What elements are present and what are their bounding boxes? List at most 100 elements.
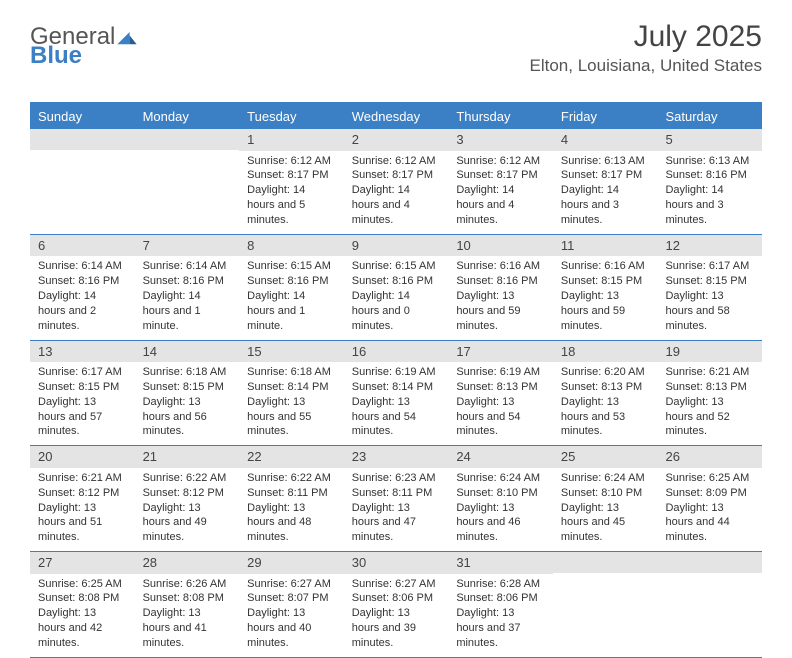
empty-day-cell [553, 552, 658, 657]
empty-day-number [657, 552, 762, 573]
week-row: 13Sunrise: 6:17 AMSunset: 8:15 PMDayligh… [30, 341, 762, 447]
dow-tuesday: Tuesday [239, 104, 344, 129]
sunset-text: Sunset: 8:15 PM [143, 380, 232, 395]
day-number: 9 [344, 235, 449, 257]
sunset-text: Sunset: 8:16 PM [665, 168, 754, 183]
day-body: Sunrise: 6:19 AMSunset: 8:13 PMDaylight:… [448, 362, 553, 445]
daylight-text: Daylight: 13 hours and 55 minutes. [247, 395, 336, 440]
sunset-text: Sunset: 8:10 PM [561, 486, 650, 501]
day-cell: 23Sunrise: 6:23 AMSunset: 8:11 PMDayligh… [344, 446, 449, 551]
day-cell: 9Sunrise: 6:15 AMSunset: 8:16 PMDaylight… [344, 235, 449, 340]
day-number: 4 [553, 129, 658, 151]
weeks-container: 1Sunrise: 6:12 AMSunset: 8:17 PMDaylight… [30, 129, 762, 658]
sunrise-text: Sunrise: 6:15 AM [247, 259, 336, 274]
sunset-text: Sunset: 8:16 PM [352, 274, 441, 289]
day-body: Sunrise: 6:14 AMSunset: 8:16 PMDaylight:… [135, 256, 240, 339]
sunset-text: Sunset: 8:15 PM [665, 274, 754, 289]
day-cell: 15Sunrise: 6:18 AMSunset: 8:14 PMDayligh… [239, 341, 344, 446]
sunrise-text: Sunrise: 6:26 AM [143, 577, 232, 592]
sunset-text: Sunset: 8:09 PM [665, 486, 754, 501]
sunrise-text: Sunrise: 6:20 AM [561, 365, 650, 380]
daylight-text: Daylight: 13 hours and 49 minutes. [143, 501, 232, 546]
daylight-text: Daylight: 13 hours and 41 minutes. [143, 606, 232, 651]
day-cell: 31Sunrise: 6:28 AMSunset: 8:06 PMDayligh… [448, 552, 553, 657]
empty-day-cell [30, 129, 135, 234]
day-number: 22 [239, 446, 344, 468]
day-cell: 6Sunrise: 6:14 AMSunset: 8:16 PMDaylight… [30, 235, 135, 340]
day-cell: 12Sunrise: 6:17 AMSunset: 8:15 PMDayligh… [657, 235, 762, 340]
day-body: Sunrise: 6:15 AMSunset: 8:16 PMDaylight:… [239, 256, 344, 339]
day-body: Sunrise: 6:16 AMSunset: 8:15 PMDaylight:… [553, 256, 658, 339]
day-of-week-header: Sunday Monday Tuesday Wednesday Thursday… [30, 104, 762, 129]
calendar: Sunday Monday Tuesday Wednesday Thursday… [30, 102, 762, 658]
sunrise-text: Sunrise: 6:14 AM [143, 259, 232, 274]
day-number: 26 [657, 446, 762, 468]
daylight-text: Daylight: 13 hours and 56 minutes. [143, 395, 232, 440]
day-cell: 25Sunrise: 6:24 AMSunset: 8:10 PMDayligh… [553, 446, 658, 551]
day-cell: 14Sunrise: 6:18 AMSunset: 8:15 PMDayligh… [135, 341, 240, 446]
day-cell: 16Sunrise: 6:19 AMSunset: 8:14 PMDayligh… [344, 341, 449, 446]
sunrise-text: Sunrise: 6:23 AM [352, 471, 441, 486]
week-row: 20 Sunrise: 6:21 AM Sunset: 8:12 PMDayligh… [30, 446, 762, 552]
day-cell: 10Sunrise: 6:16 AMSunset: 8:16 PMDayligh… [448, 235, 553, 340]
daylight-text: Daylight: 14 hours and 0 minutes. [352, 289, 441, 334]
dow-sunday: Sunday [30, 104, 135, 129]
day-number: 19 [657, 341, 762, 363]
sunset-text: Sunset: 8:13 PM [561, 380, 650, 395]
day-number: 20 [30, 446, 135, 468]
empty-day-cell [657, 552, 762, 657]
sunset-text: Sunset: 8:11 PM [352, 486, 441, 501]
day-body: Sunrise: 6:13 AMSunset: 8:16 PMDaylight:… [657, 151, 762, 234]
day-body: Sunrise: 6:25 AMSunset: 8:08 PMDaylight:… [30, 574, 135, 657]
sunset-text: Sunset: 8:16 PM [143, 274, 232, 289]
day-cell: 27Sunrise: 6:25 AMSunset: 8:08 PMDayligh… [30, 552, 135, 657]
sunrise-text: Sunrise: 6:18 AM [247, 365, 336, 380]
week-row: 27Sunrise: 6:25 AMSunset: 8:08 PMDayligh… [30, 552, 762, 658]
sunset-text: Sunset: 8:15 PM [38, 380, 127, 395]
sunrise-text: Sunrise: 6:24 AM [456, 471, 545, 486]
daylight-text: Daylight: 13 hours and 37 minutes. [456, 606, 545, 651]
day-cell: 21Sunrise: 6:22 AMSunset: 8:12 PMDayligh… [135, 446, 240, 551]
daylight-text: Daylight: 13 hours and 53 minutes. [561, 395, 650, 440]
day-body: Sunrise: 6:15 AMSunset: 8:16 PMDaylight:… [344, 256, 449, 339]
sunset-text: Sunset: 8:17 PM [456, 168, 545, 183]
empty-day-cell [135, 129, 240, 234]
sunset-text: Sunset: 8:12 PM [143, 486, 232, 501]
sunrise-text: Sunrise: 6:14 AM [38, 259, 127, 274]
sunrise-text: Sunrise: 6:17 AM [665, 259, 754, 274]
day-cell: 4Sunrise: 6:13 AMSunset: 8:17 PMDaylight… [553, 129, 658, 234]
day-cell: 8Sunrise: 6:15 AMSunset: 8:16 PMDaylight… [239, 235, 344, 340]
sunrise-text: Sunrise: 6:12 AM [247, 154, 336, 169]
day-number: 11 [553, 235, 658, 257]
dow-saturday: Saturday [657, 104, 762, 129]
day-number: 16 [344, 341, 449, 363]
day-number: 30 [344, 552, 449, 574]
day-cell: 30Sunrise: 6:27 AMSunset: 8:06 PMDayligh… [344, 552, 449, 657]
day-body: Sunrise: 6:14 AMSunset: 8:16 PMDaylight:… [30, 256, 135, 339]
daylight-text: Daylight: 14 hours and 3 minutes. [561, 183, 650, 228]
sunrise-text: Sunrise: 6:21 AM [38, 471, 127, 486]
day-cell: 5Sunrise: 6:13 AMSunset: 8:16 PMDaylight… [657, 129, 762, 234]
sunrise-text: Sunrise: 6:12 AM [352, 154, 441, 169]
day-body: Sunrise: 6:22 AMSunset: 8:12 PMDaylight:… [135, 468, 240, 551]
day-number: 5 [657, 129, 762, 151]
day-body: Sunrise: 6:17 AMSunset: 8:15 PMDaylight:… [657, 256, 762, 339]
sunset-text: Sunset: 8:14 PM [352, 380, 441, 395]
day-cell: 20Sunrise: 6:21 AMSunset: 8:12 PMDayligh… [30, 446, 135, 551]
sunrise-text: Sunrise: 6:12 AM [456, 154, 545, 169]
day-number: 10 [448, 235, 553, 257]
sunrise-text: Sunrise: 6:25 AM [38, 577, 127, 592]
sunrise-text: Sunrise: 6:16 AM [561, 259, 650, 274]
sunset-text: Sunset: 8:11 PM [247, 486, 336, 501]
day-number: 8 [239, 235, 344, 257]
daylight-text: Daylight: 13 hours and 54 minutes. [352, 395, 441, 440]
day-cell: 11Sunrise: 6:16 AMSunset: 8:15 PMDayligh… [553, 235, 658, 340]
daylight-text: Daylight: 13 hours and 59 minutes. [456, 289, 545, 334]
sunrise-text: Sunrise: 6:16 AM [456, 259, 545, 274]
day-body: Sunrise: 6:12 AMSunset: 8:17 PMDaylight:… [344, 151, 449, 234]
day-body: Sunrise: 6:28 AMSunset: 8:06 PMDaylight:… [448, 574, 553, 657]
sunrise-text: Sunrise: 6:13 AM [561, 154, 650, 169]
daylight-text: Daylight: 14 hours and 5 minutes. [247, 183, 336, 228]
day-number: 2 [344, 129, 449, 151]
location-subtitle: Elton, Louisiana, United States [530, 56, 762, 76]
